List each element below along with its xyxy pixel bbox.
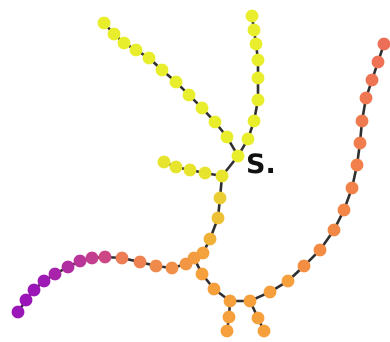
tree-node [179,257,193,271]
tree-node [48,267,62,281]
tree-node [359,91,373,105]
tree-node [208,115,222,129]
tree-node [155,63,169,77]
tree-node [353,136,367,150]
tree-node [245,9,259,23]
tree-node [251,93,265,107]
tree-node [11,305,25,319]
tree-node [247,23,261,37]
tree-node [169,75,183,89]
tree-node [355,114,369,128]
tree-node [198,166,212,180]
tree-node [195,101,209,115]
tree-node [257,324,271,338]
tree-node [297,259,311,273]
tree-node [213,191,227,205]
tree-node [365,73,379,87]
tree-node [220,130,234,144]
tree-node [149,259,163,273]
tree-node [19,293,33,307]
tree-node [203,232,217,246]
tree-node [222,310,236,324]
tree-node [251,311,265,325]
tree-node [117,36,131,50]
tree-node [157,155,171,169]
tree-node [195,267,209,281]
tree-node [211,211,225,225]
tree-node [73,254,87,268]
tree-node [350,158,364,172]
tree-node [313,243,327,257]
tree-node [183,163,197,177]
tree-node [223,294,237,308]
tree-node [27,283,41,297]
tree-node [115,251,129,265]
tree-node [281,274,295,288]
tree-node [182,88,196,102]
tree-node [133,255,147,269]
tree-node [97,16,111,30]
tree-node [169,160,183,174]
tree-node [85,251,99,265]
tree-node [142,51,156,65]
tree-node [215,169,229,183]
tree-node [241,132,255,146]
tree-node [247,114,261,128]
tree-node [129,43,143,57]
tree-nodes [11,9,390,338]
tree-node [61,260,75,274]
tree-node [263,285,277,299]
tree-node [377,37,390,51]
tree-node [220,324,234,338]
branch-purple-edge [16,255,124,314]
tree-node [327,223,341,237]
tree-node [231,149,245,163]
tree-node [345,181,359,195]
tree-node [243,294,257,308]
tree-node [165,261,179,275]
tree-node [207,282,221,296]
tree-node [371,55,385,69]
tree-node [37,274,51,288]
tree-node [251,71,265,85]
tree-node [337,203,351,217]
tree-node [251,53,265,67]
source-label: S. [246,149,276,180]
tree-node [98,250,112,264]
tree-node [249,37,263,51]
tree-node [107,27,121,41]
